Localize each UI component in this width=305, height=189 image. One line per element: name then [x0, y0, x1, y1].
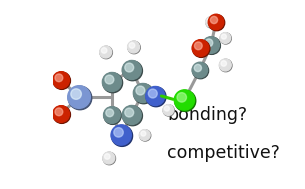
Circle shape [102, 73, 121, 91]
Circle shape [194, 64, 202, 72]
Circle shape [219, 59, 231, 71]
Circle shape [141, 131, 146, 136]
Circle shape [174, 90, 195, 110]
Circle shape [146, 87, 165, 105]
Circle shape [125, 108, 134, 117]
Circle shape [112, 125, 133, 146]
Circle shape [129, 43, 135, 48]
Circle shape [127, 41, 139, 53]
Circle shape [221, 34, 226, 39]
Circle shape [163, 105, 174, 116]
Circle shape [192, 63, 209, 79]
Circle shape [55, 74, 63, 82]
Circle shape [203, 37, 219, 53]
Circle shape [114, 128, 123, 137]
Circle shape [192, 62, 208, 78]
Circle shape [220, 33, 231, 44]
Circle shape [123, 61, 142, 81]
Circle shape [100, 46, 112, 58]
Circle shape [68, 86, 90, 108]
Circle shape [101, 48, 107, 53]
Circle shape [177, 93, 186, 102]
Circle shape [103, 152, 115, 164]
Circle shape [111, 125, 131, 145]
Circle shape [221, 61, 227, 66]
Circle shape [139, 130, 150, 140]
Circle shape [209, 15, 225, 31]
Text: bonding?: bonding? [167, 106, 247, 124]
Circle shape [164, 106, 169, 111]
Circle shape [53, 106, 70, 123]
Circle shape [192, 40, 210, 57]
Circle shape [206, 17, 216, 27]
Circle shape [125, 63, 134, 72]
Circle shape [104, 107, 121, 124]
Circle shape [163, 105, 174, 115]
Circle shape [53, 106, 70, 122]
Circle shape [104, 154, 110, 159]
Circle shape [146, 87, 166, 107]
Circle shape [123, 106, 142, 126]
Circle shape [106, 109, 114, 117]
Circle shape [194, 42, 202, 50]
Circle shape [203, 37, 221, 54]
Circle shape [105, 75, 114, 84]
Circle shape [220, 33, 231, 43]
Circle shape [206, 17, 217, 28]
Circle shape [134, 84, 154, 104]
Circle shape [128, 41, 140, 54]
Circle shape [122, 105, 141, 125]
Circle shape [205, 39, 213, 47]
Circle shape [71, 89, 81, 99]
Circle shape [122, 60, 141, 80]
Circle shape [210, 16, 217, 24]
Circle shape [207, 18, 212, 23]
Circle shape [55, 108, 63, 116]
Circle shape [103, 152, 116, 165]
Circle shape [103, 73, 123, 93]
Circle shape [140, 130, 151, 141]
Circle shape [220, 59, 232, 72]
Circle shape [133, 84, 152, 102]
Circle shape [100, 46, 112, 59]
Circle shape [53, 72, 70, 88]
Circle shape [148, 89, 157, 98]
Circle shape [68, 86, 92, 110]
Text: competitive?: competitive? [167, 144, 280, 162]
Circle shape [136, 86, 145, 95]
Circle shape [192, 40, 209, 56]
Circle shape [104, 107, 120, 123]
Circle shape [208, 14, 224, 30]
Circle shape [53, 72, 70, 89]
Circle shape [175, 90, 196, 111]
